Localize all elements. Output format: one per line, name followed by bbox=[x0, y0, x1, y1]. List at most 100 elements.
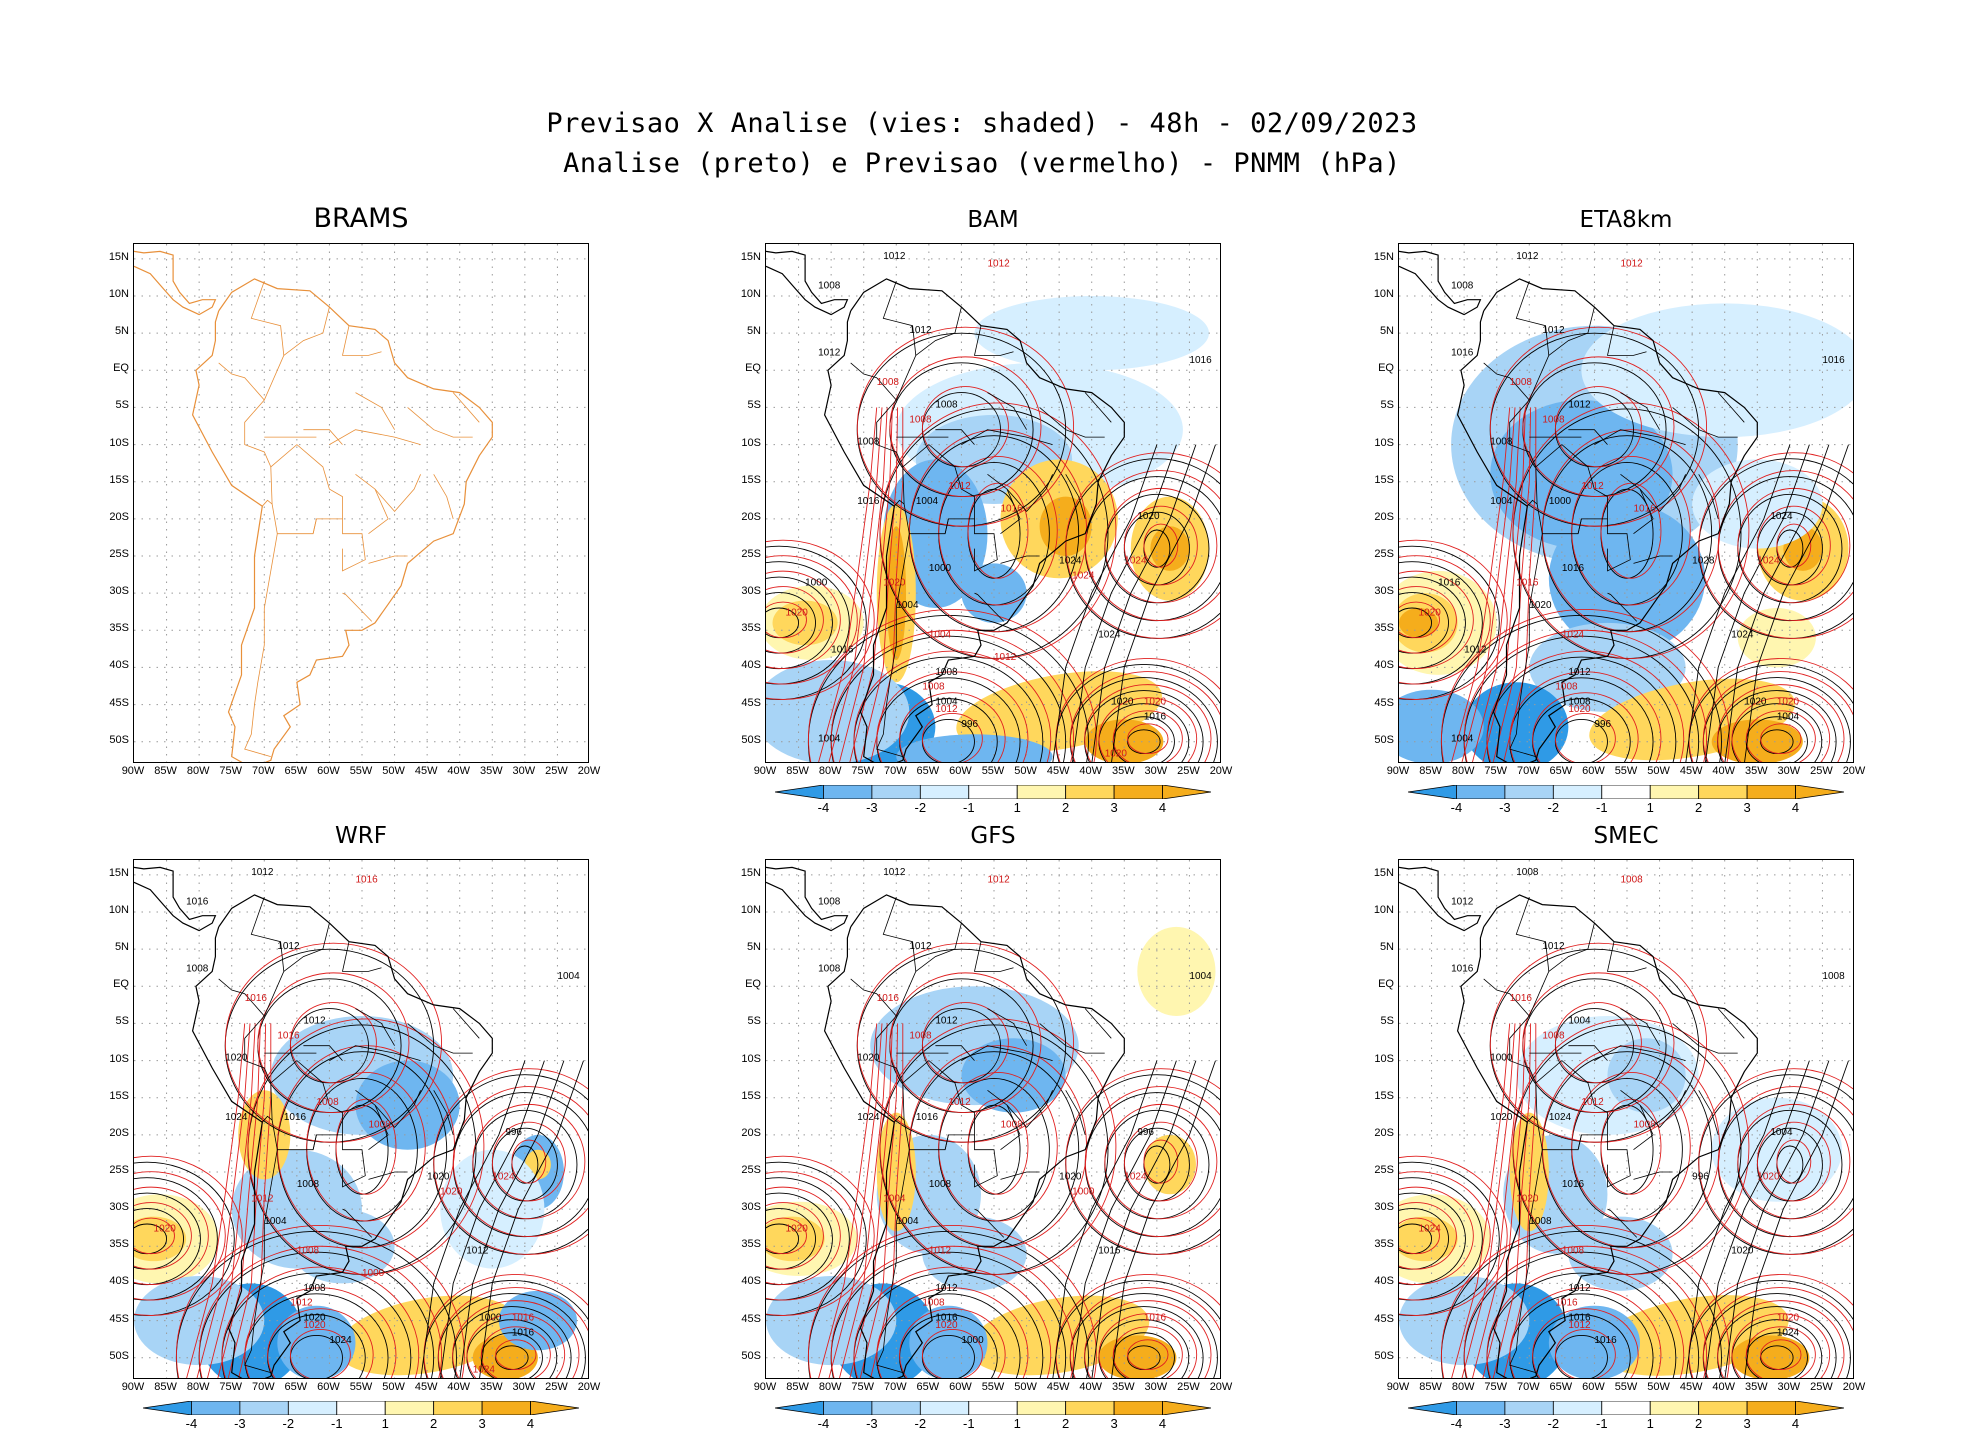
latitude-tick-label: 10S bbox=[1374, 1052, 1394, 1065]
longitude-tick-label: 65W bbox=[284, 765, 308, 777]
colorbar-tick-label: -2 bbox=[914, 800, 927, 815]
forecast-isobar bbox=[808, 1225, 1097, 1378]
political-border bbox=[433, 1090, 454, 1136]
political-border bbox=[355, 392, 395, 430]
longitude-tick-label: 70W bbox=[251, 1381, 275, 1393]
longitude-tick-label: 65W bbox=[916, 765, 940, 777]
analysis-isobar-label: 1008 bbox=[818, 281, 841, 292]
colorbar-tick-label: -2 bbox=[282, 1416, 295, 1431]
latitude-tick-label: 5S bbox=[747, 1015, 761, 1028]
political-border bbox=[433, 474, 454, 520]
latitude-tick-label: EQ bbox=[745, 978, 761, 991]
colorbar-tick-label: 2 bbox=[1062, 800, 1070, 815]
political-border bbox=[342, 941, 382, 972]
longitude-tick-label: 65W bbox=[284, 1381, 308, 1393]
analysis-isobar-label: 1004 bbox=[1189, 971, 1212, 982]
forecast-isobar bbox=[1084, 684, 1212, 762]
forecast-isobar bbox=[134, 1217, 175, 1255]
forecast-isobar-label: 1020 bbox=[1516, 1194, 1539, 1205]
analysis-isobar-label: 1020 bbox=[1111, 697, 1134, 708]
longitude-tick-label: 90W bbox=[121, 765, 145, 777]
colorbar-tick-label: -4 bbox=[185, 1416, 198, 1431]
forecast-isobar bbox=[967, 482, 1029, 579]
panel-bam: BAM 1012 1008 1012 1012 1016 1008 1008 1016 1004 1… bbox=[741, 207, 1233, 815]
latitude-tick-label: 35S bbox=[109, 1238, 129, 1251]
analysis-isobar-label: 1020 bbox=[1744, 697, 1767, 708]
analysis-isobar-label: 1008 bbox=[1568, 697, 1591, 708]
forecast-isobar-label: 1008 bbox=[1001, 1119, 1024, 1130]
analysis-isobar bbox=[1744, 444, 1849, 762]
forecast-isobar bbox=[244, 1287, 397, 1378]
latitude-tick-label: 20S bbox=[741, 1126, 761, 1139]
analysis-isobar-label: 1008 bbox=[1529, 1216, 1552, 1227]
latitude-tick-label: 30S bbox=[741, 1201, 761, 1214]
forecast-isobar-label: 1008 bbox=[922, 1298, 945, 1309]
analysis-isobar bbox=[1072, 1060, 1177, 1378]
colorbar-segment bbox=[239, 1401, 289, 1415]
longitude-tick-label: 35W bbox=[1744, 1381, 1768, 1393]
political-border bbox=[1607, 592, 1638, 622]
longitude-tick-label: 75W bbox=[219, 1381, 243, 1393]
political-border bbox=[1065, 1090, 1086, 1136]
political-border bbox=[1509, 533, 1543, 757]
forecast-isobar-label: 1016 bbox=[877, 993, 900, 1004]
colorbar-segment bbox=[1065, 785, 1115, 799]
analysis-isobar-label: 1016 bbox=[186, 897, 209, 908]
latitude-tick-label: 45S bbox=[1374, 696, 1394, 709]
forecast-isobar bbox=[1554, 1002, 1642, 1084]
colorbar-segment bbox=[871, 1401, 921, 1415]
forecast-isobar bbox=[1399, 586, 1457, 654]
political-border bbox=[1577, 518, 1582, 534]
colorbar-tick-label: -1 bbox=[1595, 800, 1608, 815]
forecast-isobar-label: 1008 bbox=[316, 1097, 339, 1108]
analysis-isobar-label: 1016 bbox=[1451, 963, 1474, 974]
analysis-isobar-label: 1020 bbox=[1059, 1171, 1082, 1182]
longitude-tick-label: 30W bbox=[1777, 765, 1801, 777]
forecast-isobar bbox=[1760, 723, 1802, 755]
political-border bbox=[1717, 1008, 1745, 1039]
political-border bbox=[1607, 941, 1647, 972]
latitude-tick-label: 5N bbox=[114, 325, 129, 338]
forecast-isobar bbox=[1509, 671, 1662, 762]
political-border bbox=[244, 1149, 278, 1373]
forecast-isobar-label: 1016 bbox=[1516, 578, 1539, 589]
map-frame bbox=[133, 243, 589, 763]
political-border bbox=[1509, 1015, 1538, 1123]
forecast-isobar bbox=[1399, 1217, 1440, 1255]
analysis-isobar-label: 996 bbox=[1594, 719, 1611, 730]
bias-shading-area bbox=[922, 1216, 1027, 1291]
coastline bbox=[1399, 250, 1482, 316]
colorbar: -4 -3 -2 -1 1 2 3 4 bbox=[143, 1401, 579, 1435]
longitude-tick-label: 80W bbox=[818, 1381, 842, 1393]
longitude-tick-label: 40W bbox=[1712, 765, 1736, 777]
longitude-tick-label: 90W bbox=[1386, 1381, 1410, 1393]
longitude-tick-label: 45W bbox=[1046, 1381, 1070, 1393]
political-border bbox=[270, 444, 343, 535]
forecast-isobar bbox=[1512, 402, 1750, 659]
analysis-isobar-label: 1008 bbox=[186, 963, 209, 974]
forecast-isobar-label: 1020 bbox=[935, 1320, 958, 1331]
forecast-isobar bbox=[1399, 555, 1491, 685]
forecast-isobar-label: 1016 bbox=[355, 874, 378, 885]
colorbar-tick-label: -4 bbox=[1450, 800, 1463, 815]
forecast-isobar bbox=[1399, 601, 1440, 639]
forecast-isobar-label: 1012 bbox=[987, 258, 1010, 269]
longitude-tick-label: 45W bbox=[414, 765, 438, 777]
forecast-isobar bbox=[495, 1339, 537, 1371]
latitude-tick-label: 10S bbox=[741, 436, 761, 449]
map-frame: 1012 1016 1012 1008 1004 1012 1020 1024 1016 1008… bbox=[133, 859, 589, 1379]
analysis-isobar-label: 1020 bbox=[427, 1171, 450, 1182]
analysis-isobar-label: 1012 bbox=[1464, 645, 1487, 656]
forecast-isobar bbox=[921, 1002, 1009, 1084]
analysis-isobar-label: 1020 bbox=[857, 1053, 880, 1064]
panel-title: BAM bbox=[967, 207, 1019, 233]
panel-title: GFS bbox=[970, 823, 1016, 849]
longitude-tick-label: 85W bbox=[786, 1381, 809, 1393]
forecast-isobar bbox=[899, 692, 1006, 762]
latitude-tick-label: 50S bbox=[109, 733, 129, 746]
colorbar: -4 -3 -2 -1 1 2 3 4 bbox=[775, 785, 1211, 819]
latitude-tick-label: 35S bbox=[741, 1238, 761, 1251]
analysis-isobar-label: 1008 bbox=[818, 897, 841, 908]
forecast-isobar bbox=[766, 555, 858, 685]
